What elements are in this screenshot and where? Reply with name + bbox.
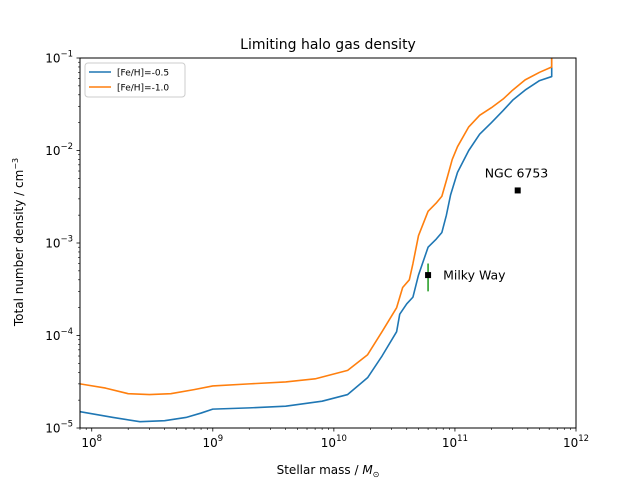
x-axis-label-sub: ⊙ <box>373 470 380 479</box>
x-tick-label: 1012 <box>563 434 589 450</box>
y-tick-label: 10−2 <box>45 142 73 158</box>
x-axis-label: Stellar mass / M⊙ <box>277 463 380 479</box>
point-label-ngc-6753: NGC 6753 <box>485 165 549 180</box>
y-axis-label-text: Total number density / cm <box>12 170 26 327</box>
x-tick-label: 1011 <box>442 434 468 450</box>
y-tick-label: 10−1 <box>45 50 73 66</box>
y-tick-label: 10−4 <box>45 327 73 343</box>
legend: [Fe/H]=-0.5 [Fe/H]=-1.0 <box>84 62 186 98</box>
x-tick-label: 1010 <box>321 434 347 450</box>
y-tick-label: 10−3 <box>45 235 73 251</box>
point-label-milky-way: Milky Way <box>443 268 506 283</box>
chart-title: Limiting halo gas density <box>240 37 416 53</box>
plot-area: Milky Way NGC 6753 <box>80 58 553 423</box>
y-axis-label-sup: −3 <box>11 158 20 170</box>
legend-label-fe-h-1-0: [Fe/H]=-1.0 <box>117 84 169 94</box>
x-axis-label-text: Stellar mass / <box>277 463 363 477</box>
x-tick-label: 109 <box>202 434 223 450</box>
y-axis-label: Total number density / cm−3 <box>11 158 26 327</box>
ticks-layer: 108 109 1010 1011 1012 10−5 10−4 10−3 10−2 10−1 <box>45 50 589 451</box>
series-line-fe-h-1-0 <box>80 58 553 396</box>
x-tick-label: 108 <box>81 434 102 450</box>
point-marker-ngc-6753 <box>514 187 521 194</box>
x-axis-label-symbol: M <box>362 463 373 477</box>
points-layer: Milky Way NGC 6753 <box>425 165 549 292</box>
point-marker-milky-way <box>425 272 432 279</box>
legend-label-fe-h-0-5: [Fe/H]=-0.5 <box>117 69 169 79</box>
y-tick-label: 10−5 <box>45 420 73 436</box>
series-layer <box>80 58 553 423</box>
series-line-fe-h-0-5 <box>80 58 553 423</box>
